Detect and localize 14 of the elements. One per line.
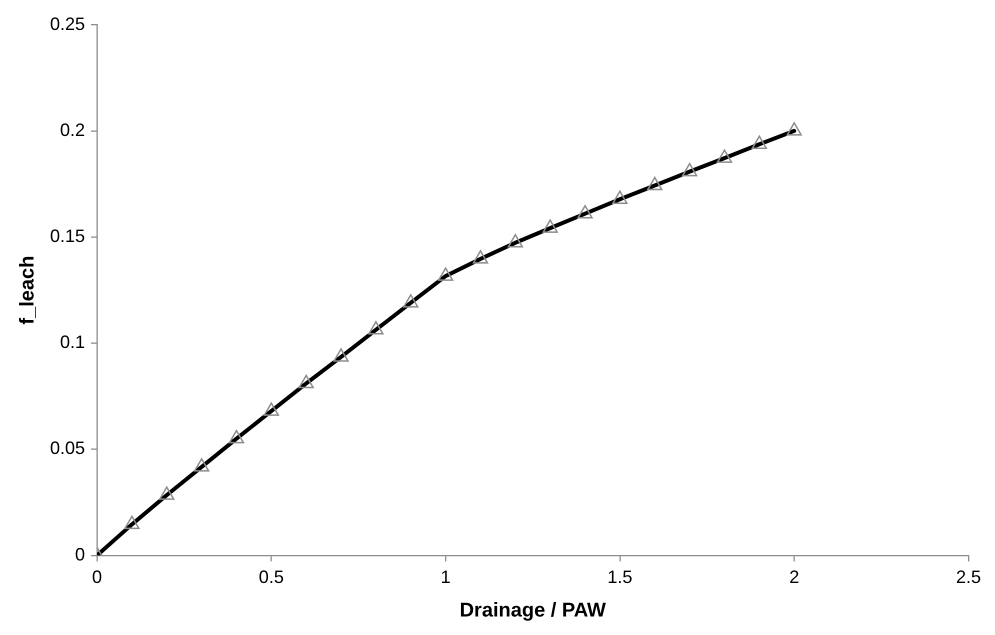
x-tick-label: 2.5 [956,567,982,588]
y-tick-label: 0.2 [60,120,86,140]
x-tick-label: 2 [789,567,800,588]
y-tick-label: 0 [75,544,86,564]
y-tick-label: 0.1 [60,332,86,352]
y-tick-label: 0.15 [50,226,86,246]
x-axis-title: Drainage / PAW [460,600,606,622]
y-tick-label: 0.05 [50,438,86,458]
x-tick-label: 0 [92,567,102,588]
x-tick-label: 0.5 [258,567,284,588]
x-tick-label: 1.5 [607,567,632,588]
x-tick-label: 1 [440,567,451,588]
y-axis-title: f_leach [16,256,39,325]
y-tick-label: 0.25 [50,14,86,34]
